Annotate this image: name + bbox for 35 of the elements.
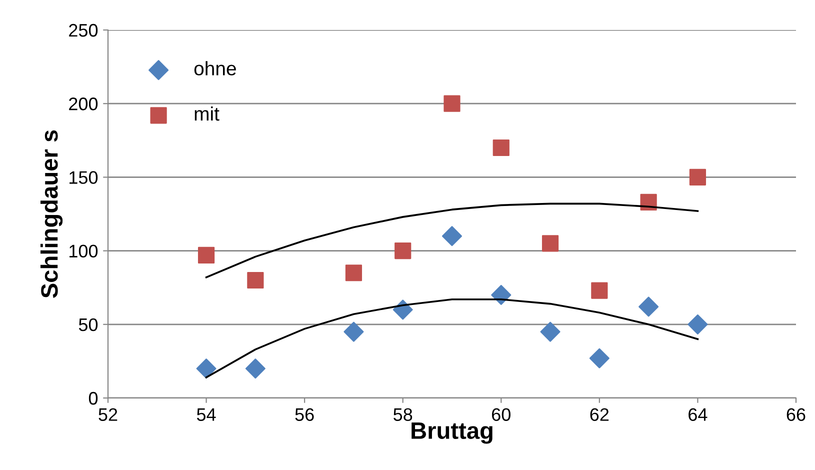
- point: [247, 272, 264, 289]
- point: [394, 242, 412, 260]
- x-tick-label: 66: [786, 408, 806, 421]
- legend-label: ohne: [194, 61, 236, 76]
- point: [196, 358, 216, 379]
- x-tick-label: 62: [590, 408, 609, 421]
- point: [542, 235, 559, 252]
- x-tick-label: 60: [492, 408, 510, 421]
- point: [591, 282, 608, 299]
- y-tick-label: 50: [78, 318, 98, 332]
- y-tick-label: 200: [69, 98, 98, 110]
- x-tick-label: 64: [688, 408, 708, 421]
- x-tick-label: 56: [295, 408, 314, 421]
- point: [589, 348, 610, 368]
- point: [540, 322, 560, 342]
- point: [492, 139, 510, 156]
- y-tick-label: 100: [70, 244, 98, 258]
- point: [345, 264, 362, 282]
- point: [198, 246, 215, 264]
- y-axis-title: Schlingdauer s: [40, 130, 63, 298]
- x-tick-label: 58: [394, 408, 412, 421]
- point: [688, 314, 708, 334]
- x-tick-label: 54: [196, 408, 216, 421]
- x-axis-title: Bruttag: [412, 422, 492, 444]
- point: [245, 358, 266, 379]
- y-tick-label: 250: [69, 24, 98, 37]
- y-tick-label: 0: [88, 392, 98, 405]
- legend-label: mit: [194, 106, 220, 121]
- point: [442, 226, 462, 246]
- x-tick-label: 52: [98, 408, 118, 421]
- point: [689, 168, 706, 186]
- point: [638, 296, 659, 317]
- point: [344, 322, 364, 342]
- point: [444, 95, 460, 112]
- y-tick-label: 150: [70, 171, 98, 184]
